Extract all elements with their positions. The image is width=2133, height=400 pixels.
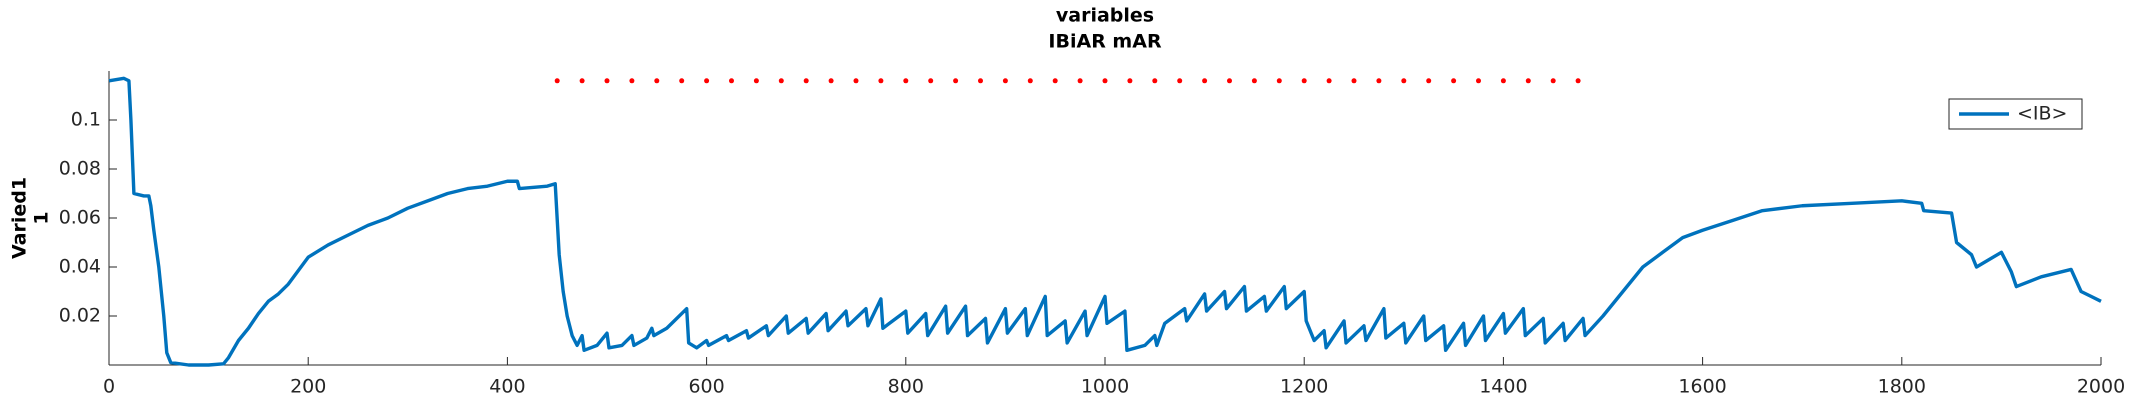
dot-marker [729, 78, 734, 84]
dot-marker [1027, 78, 1033, 84]
dot-marker [1202, 78, 1208, 84]
x-tick-label: 0 [103, 376, 115, 398]
dot-marker [1525, 78, 1531, 84]
y-tick-label: 0.02 [59, 305, 101, 327]
dot-marker [1002, 78, 1008, 84]
dot-marker [1276, 78, 1282, 84]
dot-marker [1451, 78, 1457, 84]
chart-title: variables [1056, 5, 1154, 27]
dot-marker [803, 78, 809, 84]
y-label-line: 1 [31, 211, 53, 224]
dot-marker [1301, 78, 1307, 84]
x-tick-label: 1000 [1081, 376, 1129, 398]
dot-marker [1476, 78, 1481, 84]
legend-label: <IB> [2017, 103, 2067, 125]
dot-marker [1102, 78, 1108, 84]
dot-marker [778, 78, 784, 84]
y-label-line: Varied1 [9, 177, 31, 259]
dot-marker [1351, 78, 1357, 84]
dot-marker [753, 78, 759, 84]
legend: <IB> [1948, 98, 2083, 130]
dot-marker [579, 78, 585, 84]
data-line [108, 76, 2102, 367]
dot-marker [1426, 78, 1432, 84]
dot-marker [604, 78, 610, 84]
x-tick-label: 800 [888, 376, 924, 398]
y-tick-label: 0.1 [71, 109, 101, 131]
y-label: Varied1 1 [9, 177, 53, 259]
dot-marker [629, 78, 635, 84]
dot-marker [878, 78, 884, 84]
dot-marker [903, 78, 909, 84]
dot-marker [654, 78, 660, 84]
chart-subtitle: IBiAR mAR [1048, 31, 1162, 53]
dot-marker [953, 78, 959, 84]
dot-marker [1052, 78, 1058, 84]
dot-marker [853, 78, 859, 84]
dot-marker [554, 78, 560, 84]
x-tick-label: 400 [489, 376, 525, 398]
y-tick-label: 0.06 [59, 207, 101, 229]
x-tick-label: 1600 [1678, 376, 1726, 398]
dot-marker [1376, 78, 1382, 84]
x-tick-label: 200 [290, 376, 326, 398]
dot-marker [1127, 78, 1133, 84]
y-tick-label: 0.04 [59, 256, 101, 278]
x-tick-label: 600 [688, 376, 724, 398]
dot-marker [1326, 78, 1332, 84]
dot-marker [1500, 78, 1506, 84]
dot-marker [1550, 78, 1556, 84]
dot-marker [1401, 78, 1407, 84]
x-tick-label: 1200 [1280, 376, 1328, 398]
x-tick-label: 1400 [1479, 376, 1527, 398]
dot-marker [1251, 78, 1257, 84]
dot-marker [978, 78, 983, 84]
dot-marker [828, 78, 834, 84]
dot-marker [1227, 78, 1232, 84]
dot-marker [1077, 78, 1083, 84]
dot-marker [1575, 78, 1581, 84]
x-tick-label: 2000 [2077, 376, 2125, 398]
y-tick-label: 0.08 [59, 158, 101, 180]
dot-marker [679, 78, 685, 84]
dot-marker [1152, 78, 1158, 84]
x-tick-label: 1800 [1878, 376, 1926, 398]
dot-marker [928, 78, 934, 84]
dot-marker [704, 78, 710, 84]
dot-marker [1177, 78, 1183, 84]
